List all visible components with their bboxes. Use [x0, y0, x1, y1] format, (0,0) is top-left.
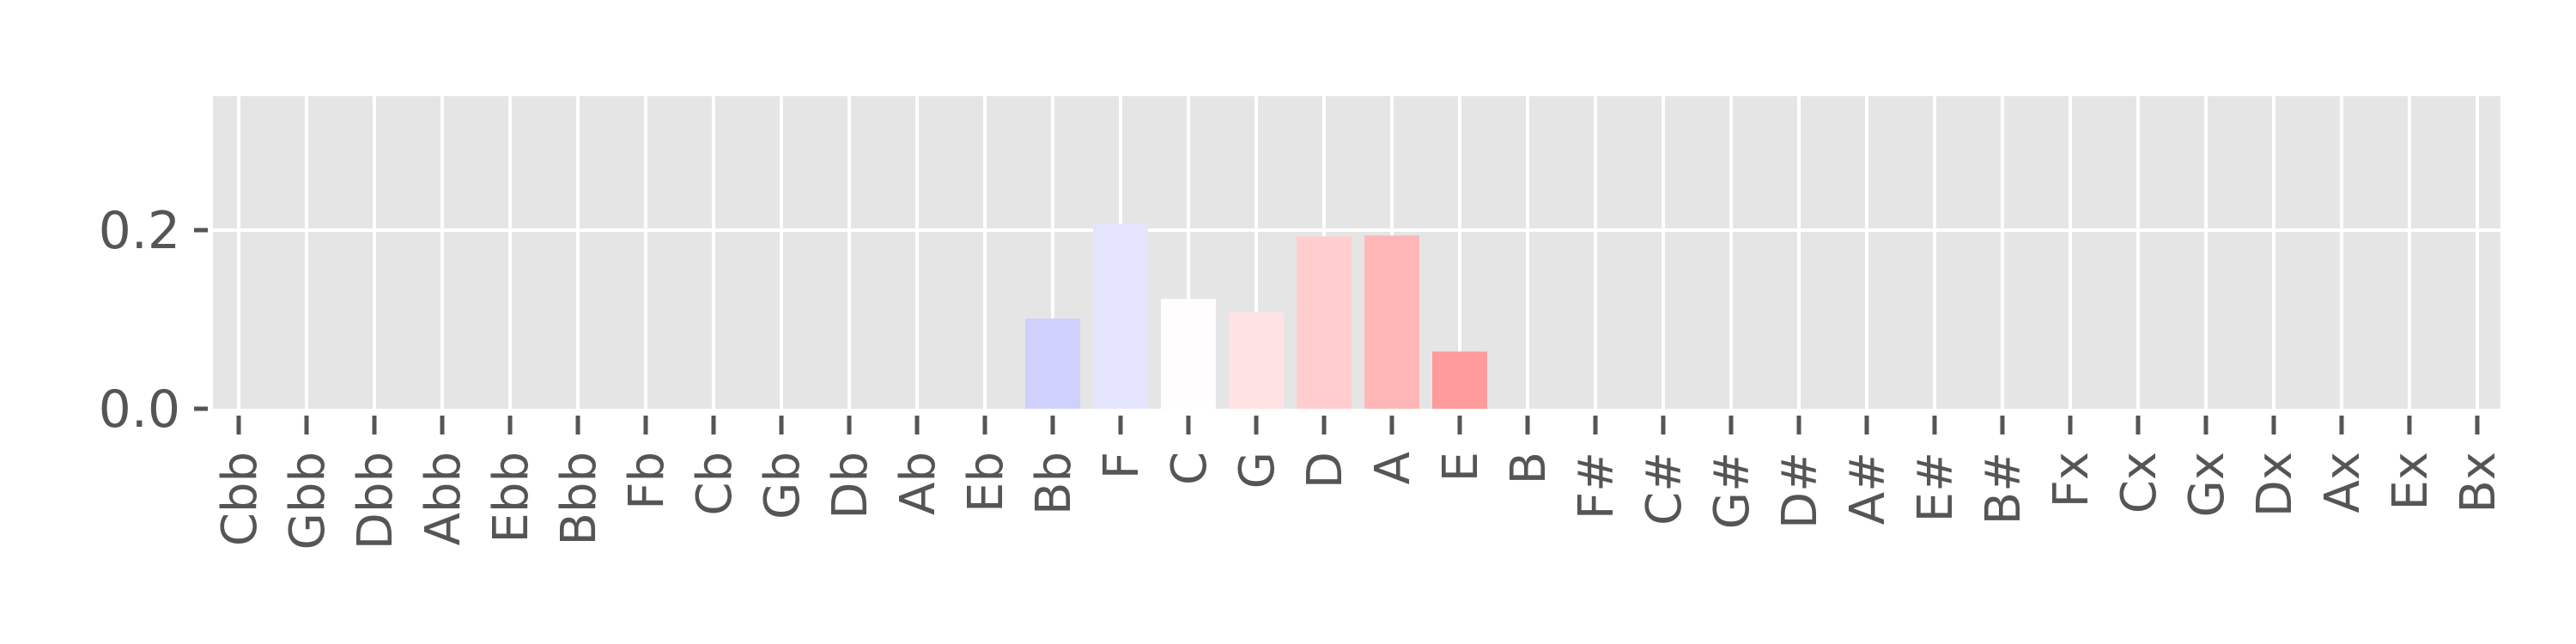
x-tick-label-Ax: Ax	[2315, 452, 2371, 513]
x-tick-label-Cb: Cb	[687, 452, 743, 516]
bar-E	[1432, 351, 1487, 409]
x-tick-label-Bx: Bx	[2451, 452, 2506, 513]
x-tick-label-Gb: Gb	[755, 452, 811, 519]
y-tick-label: 0.2	[99, 201, 180, 261]
x-tick-label-Cx: Cx	[2111, 452, 2167, 513]
x-tick-label-Dx: Dx	[2247, 452, 2303, 517]
x-tick-label-C#: C#	[1637, 452, 1692, 526]
bar-G	[1229, 312, 1284, 409]
x-tick-label-A: A	[1365, 452, 1421, 484]
x-tick-label-D#: D#	[1772, 452, 1828, 529]
x-tick-label-Cbb: Cbb	[212, 452, 268, 546]
x-tick-label-Fx: Fx	[2044, 452, 2099, 507]
x-tick-label-F: F	[1094, 452, 1150, 479]
x-tick-label-F#: F#	[1569, 452, 1625, 519]
x-tick-label-B: B	[1501, 452, 1557, 484]
x-tick-label-Gx: Gx	[2179, 452, 2235, 518]
x-tick-label-Bb: Bb	[1026, 452, 1082, 515]
x-tick-label-Eb: Eb	[958, 452, 1014, 513]
x-tick-label-Dbb: Dbb	[348, 452, 404, 550]
axis-ticks	[194, 228, 2480, 434]
bar-C	[1161, 299, 1216, 409]
x-tick-label-D: D	[1297, 452, 1353, 489]
x-tick-label-Gbb: Gbb	[280, 452, 336, 550]
plot-background	[213, 96, 2500, 409]
x-tick-label-Abb: Abb	[416, 452, 471, 545]
x-tick-label-A#: A#	[1840, 452, 1896, 525]
x-tick-label-Fb: Fb	[619, 452, 675, 510]
bar-D	[1297, 236, 1352, 409]
x-tick-label-B#: B#	[1976, 452, 2032, 525]
x-tick-label-E#: E#	[1908, 452, 1964, 522]
bar-F	[1093, 223, 1148, 409]
x-tick-label-C: C	[1162, 452, 1218, 485]
bar-Bb	[1025, 318, 1080, 409]
x-tick-label-G#: G#	[1704, 452, 1760, 529]
x-tick-label-Bbb: Bbb	[551, 452, 607, 546]
x-tick-label-Ebb: Ebb	[483, 452, 539, 543]
bars	[1025, 223, 1487, 409]
x-tick-label-E: E	[1433, 452, 1489, 482]
x-tick-label-Db: Db	[823, 452, 878, 519]
bar-A	[1364, 235, 1419, 409]
x-tick-label-G: G	[1230, 452, 1285, 489]
x-tick-label-Ex: Ex	[2383, 452, 2439, 511]
x-tick-label-Ab: Ab	[890, 452, 946, 515]
y-tick-label: 0.0	[99, 380, 180, 440]
